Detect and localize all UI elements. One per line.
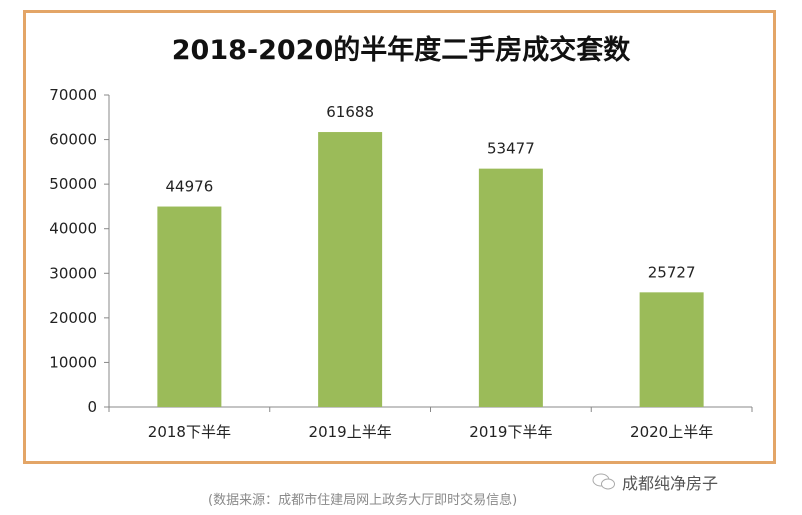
bar	[639, 292, 704, 407]
wechat-icon	[592, 473, 615, 490]
bar	[318, 132, 383, 407]
data-label: 53477	[487, 140, 535, 158]
data-label: 44976	[166, 178, 214, 196]
y-tick-label: 20000	[49, 309, 97, 327]
data-source-note: (数据来源：成都市住建局网上政务大厅即时交易信息)	[208, 493, 518, 508]
y-tick-label: 30000	[49, 264, 97, 282]
chart-title: 2018-2020的半年度二手房成交套数	[171, 35, 631, 66]
y-tick-label: 40000	[49, 220, 97, 238]
watermark: 成都纯净房子	[592, 470, 718, 494]
bar	[157, 206, 222, 407]
x-tick-label: 2020上半年	[630, 423, 713, 441]
data-label: 25727	[648, 263, 696, 281]
y-tick-label: 0	[87, 398, 97, 416]
y-tick-label: 60000	[49, 131, 97, 149]
y-tick-label: 10000	[49, 353, 97, 371]
x-tick-label: 2019上半年	[309, 423, 392, 441]
x-tick-label: 2019下半年	[469, 423, 552, 441]
y-tick-label: 70000	[49, 86, 97, 104]
y-tick-label: 50000	[49, 175, 97, 193]
bar	[478, 168, 543, 407]
x-tick-label: 2018下半年	[148, 423, 231, 441]
watermark-text: 成都纯净房子	[622, 474, 719, 493]
data-label: 61688	[326, 103, 374, 121]
